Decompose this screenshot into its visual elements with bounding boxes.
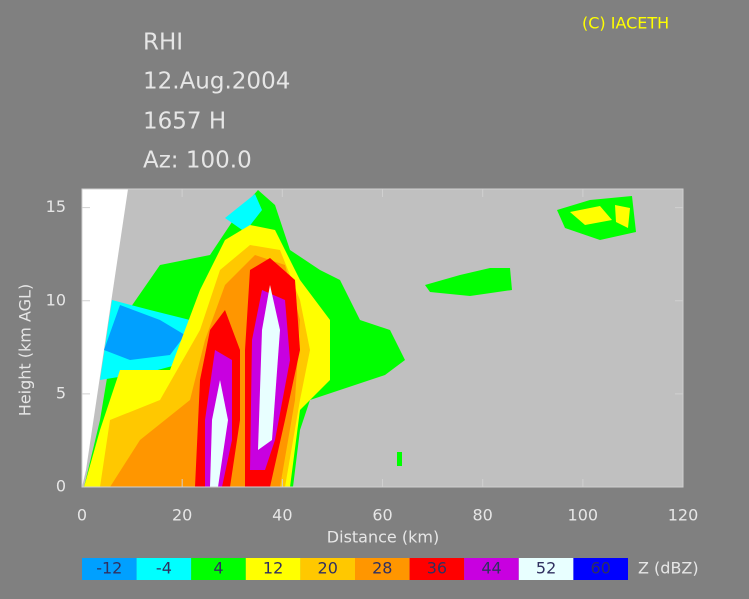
colorbar-box — [136, 558, 192, 580]
colorbar-box — [573, 558, 628, 580]
title: RHI — [143, 30, 183, 56]
colorbar-tick-label: 36 — [427, 559, 447, 578]
x-tick-label: 60 — [372, 506, 392, 525]
x-tick-label: 100 — [568, 506, 599, 525]
colorbar-tick-label: 60 — [591, 559, 611, 578]
x-tick-label: 20 — [172, 506, 192, 525]
echo — [104, 305, 185, 360]
echo — [615, 205, 630, 228]
colorbar-box — [409, 558, 465, 580]
colorbar-box — [518, 558, 574, 580]
echo — [210, 380, 228, 487]
echo — [258, 285, 280, 450]
x-tick-label: 80 — [472, 506, 492, 525]
echo — [397, 452, 402, 466]
date: 12.Aug.2004 — [143, 69, 290, 95]
x-tick-label: 0 — [77, 506, 87, 525]
echo — [570, 206, 612, 225]
colorbar-box — [464, 558, 519, 580]
x-tick-label: 40 — [272, 506, 292, 525]
colorbar-box — [82, 558, 137, 580]
x-axis-label: Distance (km) — [327, 528, 439, 547]
colorbar-label: Z (dBZ) — [638, 559, 699, 578]
echo — [225, 194, 262, 232]
colorbar-tick-label: 4 — [213, 559, 223, 578]
colorbar-box — [191, 558, 246, 580]
colorbar-tick-label: -12 — [96, 559, 122, 578]
colorbar-tick-label: -4 — [156, 559, 172, 578]
y-tick-label: 15 — [46, 197, 66, 216]
azimuth: Az: 100.0 — [143, 148, 252, 174]
time: 1657 H — [143, 109, 226, 135]
colorbar-box — [300, 558, 355, 580]
colorbar-tick-label: 52 — [536, 559, 556, 578]
y-tick-label: 0 — [56, 477, 66, 496]
colorbar-tick-label: 12 — [263, 559, 283, 578]
y-axis-label: Height (km AGL) — [16, 284, 35, 416]
y-tick-label: 5 — [56, 383, 66, 402]
echo — [425, 268, 512, 296]
reflectivity-field — [84, 190, 636, 487]
y-tick-label: 10 — [46, 290, 66, 309]
colorbar-tick-label: 20 — [318, 559, 338, 578]
colorbar-tick-label: 44 — [481, 559, 501, 578]
copyright: (C) IACETH — [582, 14, 669, 33]
colorbar-box — [245, 558, 301, 580]
blocked-sector — [82, 189, 128, 487]
x-tick-label: 120 — [668, 506, 699, 525]
colorbar-tick-label: 28 — [372, 559, 392, 578]
colorbar-box — [355, 558, 410, 580]
